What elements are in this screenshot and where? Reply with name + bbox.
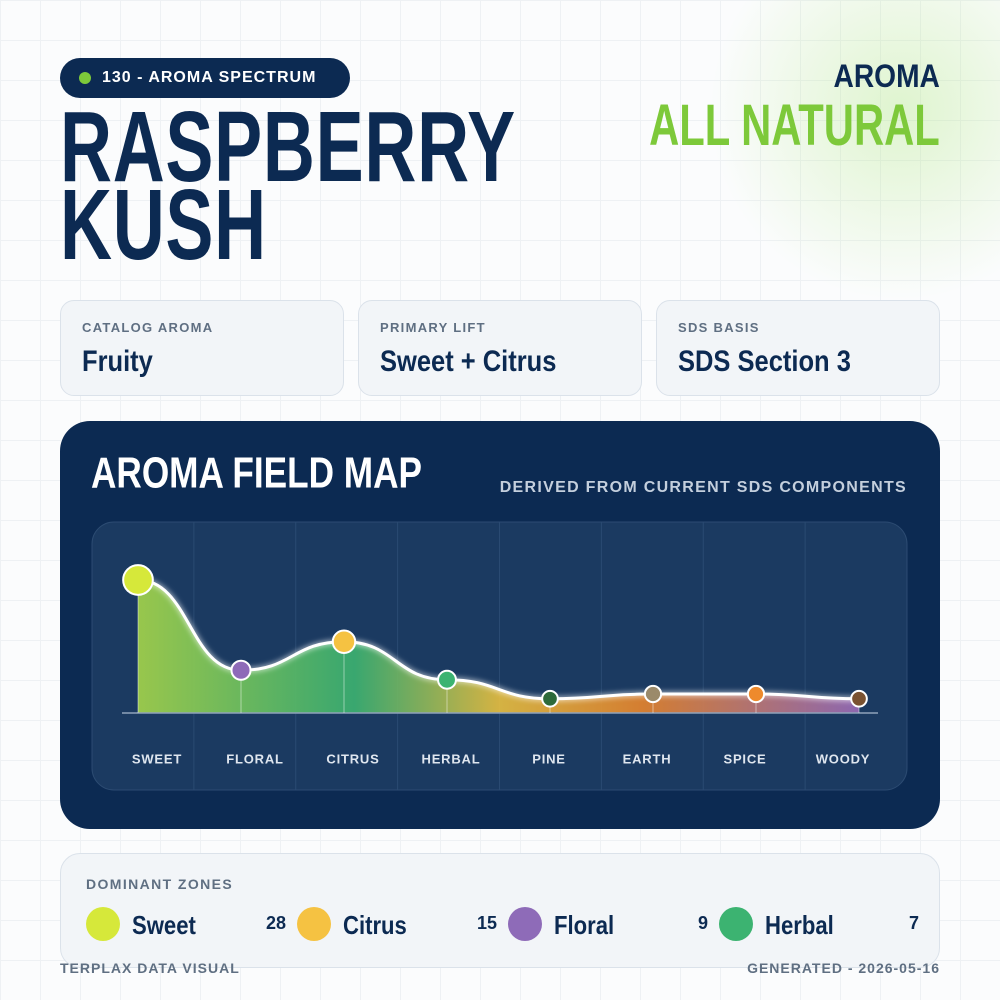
point [437,669,457,690]
zone-item: Citrus 15 [297,907,497,941]
point [850,689,868,708]
stat-value: Sweet + Citrus [380,345,557,378]
x-tick-label: FLORAL [226,751,284,766]
zone-item: Herbal 7 [719,907,919,941]
zones-title: DOMINANT ZONES [86,876,234,892]
zone-swatch [719,907,753,941]
zone-name: Herbal [765,910,834,940]
x-tick-label: PINE [532,751,566,766]
point [122,564,154,596]
zone-value: 9 [697,913,708,933]
zone-item: Sweet 28 [86,907,286,941]
zone-swatch [86,907,120,941]
zone-name: Sweet [132,910,196,940]
x-tick-label: SPICE [723,751,766,766]
zone-name: Floral [554,910,615,940]
zone-item: Floral 9 [508,907,708,941]
stat-label: SDS BASIS [678,320,760,335]
kicker: AROMA [833,58,940,94]
x-tick-label: CITRUS [326,751,379,766]
stat-label: PRIMARY LIFT [380,320,486,335]
x-tick-label: SWEET [132,751,182,766]
zone-swatch [297,907,331,941]
stat-label: CATALOG AROMA [82,320,214,335]
footer-left: TERPLAX DATA VISUAL [60,960,240,976]
footer-right: GENERATED - 2026-05-16 [747,960,940,976]
zone-name: Citrus [343,910,407,940]
point [643,684,663,704]
point [331,629,357,654]
point [541,689,559,708]
stat-card: CATALOG AROMA Fruity [60,300,344,396]
point [746,684,766,704]
x-tick-label: WOODY [816,751,871,766]
zones-card: DOMINANT ZONES Sweet 28 Citrus 15 Floral 9 Her… [60,853,940,968]
x-tick-label: EARTH [623,751,672,766]
zone-value: 28 [265,913,286,933]
chart-subtitle: DERIVED FROM CURRENT SDS COMPONENTS [500,479,907,496]
area [138,580,859,713]
zone-value: 7 [908,913,919,933]
x-tick-label: HERBAL [422,751,481,766]
chart: AROMA FIELD MAP DERIVED FROM CURRENT SDS… [60,421,940,829]
product-title: RASPBERRY KUSH [60,91,515,281]
stat-value: SDS Section 3 [678,345,851,378]
point [230,659,252,681]
chart-title: AROMA FIELD MAP [91,449,422,498]
zone-value: 15 [476,913,497,933]
stat-value: Fruity [82,345,153,378]
stat-card: SDS BASIS SDS Section 3 [656,300,940,396]
badge: 130 - AROMA SPECTRUM [60,58,350,98]
stat-card: PRIMARY LIFT Sweet + Citrus [358,300,642,396]
tag: ALL NATURAL [649,93,940,158]
zone-swatch [508,907,542,941]
